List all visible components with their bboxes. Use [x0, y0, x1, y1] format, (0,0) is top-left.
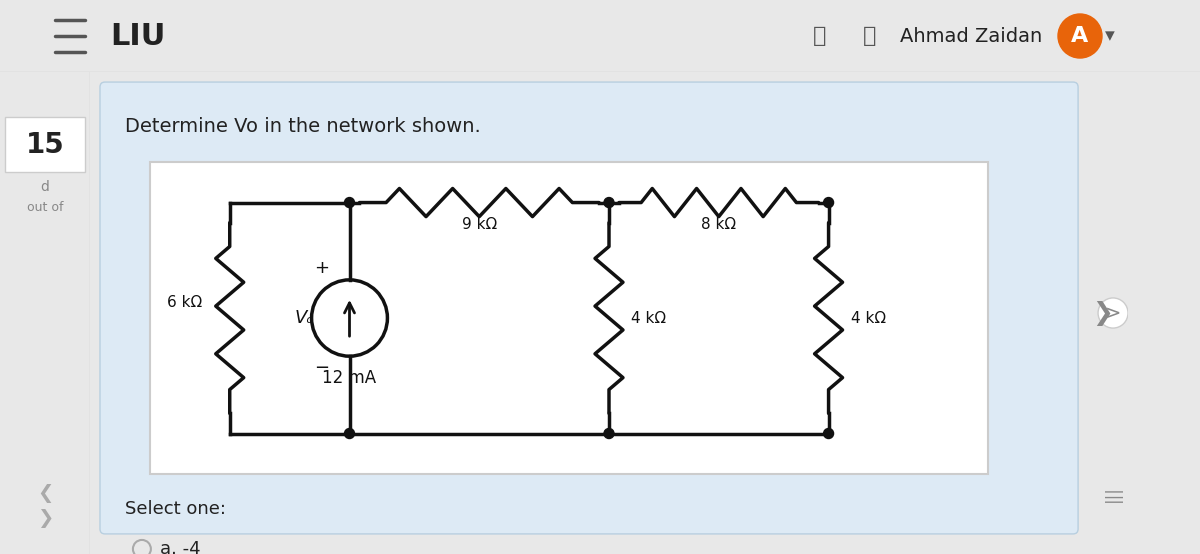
Text: Select one:: Select one:: [125, 500, 226, 518]
Text: ❯: ❯: [37, 509, 53, 529]
Text: Ahmad Zaidan: Ahmad Zaidan: [900, 27, 1043, 45]
Circle shape: [604, 428, 614, 439]
Text: Determine Vo in the network shown.: Determine Vo in the network shown.: [125, 117, 481, 136]
Text: ❯: ❯: [1092, 300, 1114, 326]
FancyBboxPatch shape: [150, 162, 989, 474]
Text: 4 kΩ: 4 kΩ: [631, 311, 666, 326]
Text: 8 kΩ: 8 kΩ: [701, 217, 737, 232]
FancyBboxPatch shape: [100, 82, 1078, 534]
Text: 15: 15: [25, 131, 65, 160]
Text: 6 kΩ: 6 kΩ: [167, 295, 202, 310]
Text: 🔔: 🔔: [814, 26, 827, 46]
Text: 12 mA: 12 mA: [323, 370, 377, 387]
Text: a. -4: a. -4: [160, 540, 200, 554]
Text: 9 kΩ: 9 kΩ: [462, 217, 497, 232]
Text: ▾: ▾: [1105, 27, 1115, 45]
Text: out of: out of: [26, 201, 64, 214]
Circle shape: [1098, 298, 1128, 328]
FancyBboxPatch shape: [5, 117, 85, 172]
Circle shape: [344, 198, 354, 208]
Text: Vₒ: Vₒ: [295, 309, 314, 327]
Text: +: +: [314, 259, 329, 277]
Circle shape: [823, 198, 834, 208]
Text: ❮: ❮: [37, 484, 53, 503]
Text: |||: |||: [1104, 485, 1122, 502]
Text: A: A: [1072, 26, 1088, 46]
Text: >: >: [1105, 304, 1121, 322]
Text: d: d: [41, 181, 49, 194]
Circle shape: [344, 428, 354, 439]
Circle shape: [1058, 14, 1102, 58]
Text: 💬: 💬: [863, 26, 877, 46]
Circle shape: [604, 198, 614, 208]
Text: 4 kΩ: 4 kΩ: [851, 311, 886, 326]
Circle shape: [823, 428, 834, 439]
Text: LIU: LIU: [110, 22, 166, 50]
Text: −: −: [314, 359, 329, 377]
